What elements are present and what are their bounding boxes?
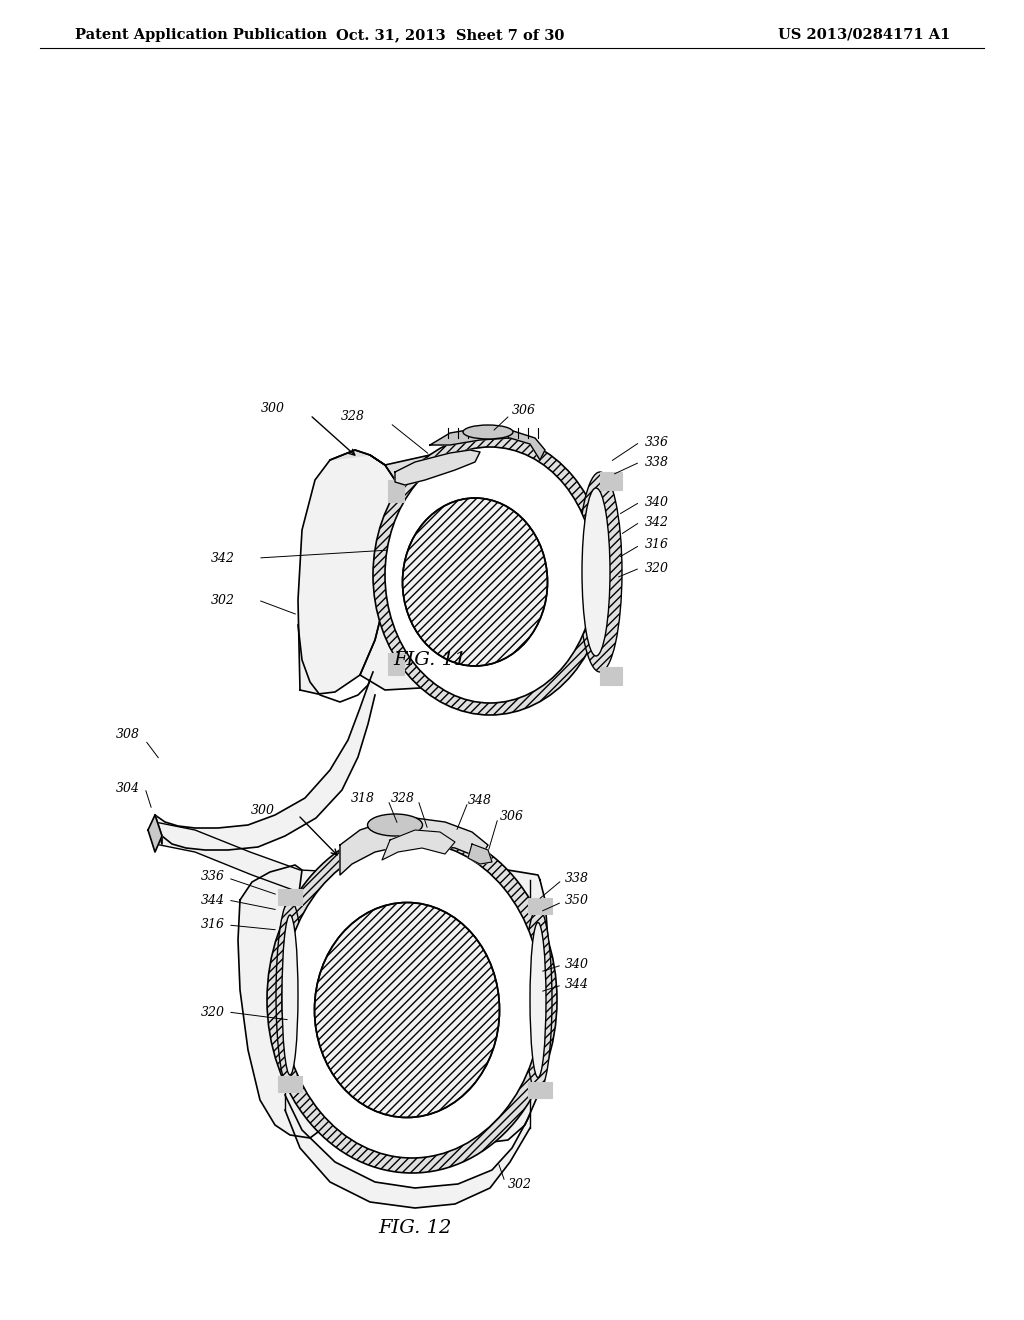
Text: 328: 328 <box>391 792 415 804</box>
Text: 340: 340 <box>645 495 669 508</box>
Bar <box>528 898 552 913</box>
Text: 342: 342 <box>645 516 669 528</box>
Ellipse shape <box>373 436 607 715</box>
Ellipse shape <box>314 903 500 1118</box>
Polygon shape <box>330 438 545 480</box>
Bar <box>600 473 622 490</box>
Polygon shape <box>395 438 555 564</box>
Text: 320: 320 <box>201 1006 225 1019</box>
Bar <box>278 888 302 906</box>
Polygon shape <box>395 450 480 484</box>
Text: 344: 344 <box>565 978 589 991</box>
Text: 342: 342 <box>211 552 234 565</box>
Text: 344: 344 <box>201 894 225 907</box>
Text: Oct. 31, 2013  Sheet 7 of 30: Oct. 31, 2013 Sheet 7 of 30 <box>336 28 564 42</box>
Text: 340: 340 <box>565 958 589 972</box>
Polygon shape <box>430 428 545 459</box>
Text: 348: 348 <box>468 793 492 807</box>
Text: FIG. 11: FIG. 11 <box>393 651 467 669</box>
Text: 328: 328 <box>341 411 365 424</box>
Polygon shape <box>155 814 162 843</box>
Polygon shape <box>360 525 555 690</box>
Ellipse shape <box>582 488 610 656</box>
Text: 338: 338 <box>565 871 589 884</box>
Polygon shape <box>155 680 375 850</box>
Bar <box>278 1076 302 1092</box>
Ellipse shape <box>282 915 298 1074</box>
Text: 300: 300 <box>261 401 285 414</box>
Polygon shape <box>148 814 162 851</box>
Bar <box>600 667 622 685</box>
Text: 320: 320 <box>645 561 669 574</box>
Text: 338: 338 <box>645 455 669 469</box>
Text: FIG. 12: FIG. 12 <box>378 1218 452 1237</box>
Ellipse shape <box>282 842 542 1158</box>
Text: Patent Application Publication: Patent Application Publication <box>75 28 327 42</box>
Ellipse shape <box>402 498 548 667</box>
Polygon shape <box>298 450 395 694</box>
Text: 300: 300 <box>251 804 275 817</box>
Text: 306: 306 <box>500 809 524 822</box>
Ellipse shape <box>463 425 513 440</box>
Bar <box>388 653 404 675</box>
Polygon shape <box>285 1096 530 1208</box>
Text: 302: 302 <box>211 594 234 606</box>
Polygon shape <box>480 869 548 1142</box>
Bar <box>388 480 404 502</box>
Text: 304: 304 <box>116 781 140 795</box>
Polygon shape <box>155 822 368 896</box>
Polygon shape <box>382 830 455 861</box>
Text: 336: 336 <box>645 436 669 449</box>
Text: 308: 308 <box>116 729 140 742</box>
Polygon shape <box>340 818 488 875</box>
Ellipse shape <box>267 828 557 1173</box>
Ellipse shape <box>530 923 546 1077</box>
Text: 316: 316 <box>645 539 669 552</box>
Polygon shape <box>468 843 492 865</box>
Text: 318: 318 <box>351 792 375 804</box>
Ellipse shape <box>524 908 552 1093</box>
Bar <box>528 1082 552 1098</box>
Text: 350: 350 <box>565 894 589 907</box>
Text: 336: 336 <box>201 870 225 883</box>
Text: 316: 316 <box>201 919 225 932</box>
Text: 306: 306 <box>512 404 536 417</box>
Ellipse shape <box>368 814 423 836</box>
Text: US 2013/0284171 A1: US 2013/0284171 A1 <box>777 28 950 42</box>
Ellipse shape <box>276 900 304 1090</box>
Ellipse shape <box>385 447 595 704</box>
Text: 302: 302 <box>508 1179 532 1192</box>
Polygon shape <box>238 865 318 1138</box>
Ellipse shape <box>578 473 622 672</box>
